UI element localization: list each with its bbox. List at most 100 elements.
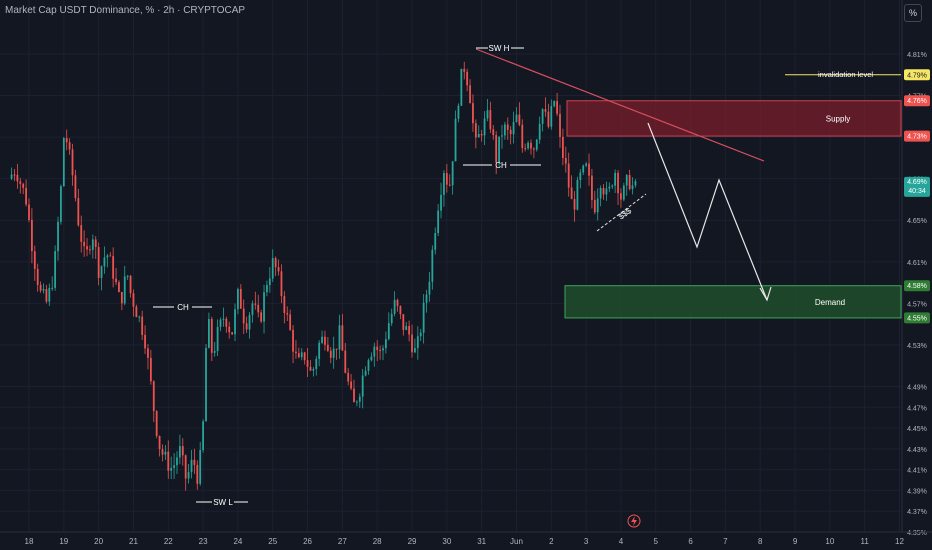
candle (329, 346, 332, 364)
demand-top-price-label: 4.58% (907, 283, 927, 290)
candle (193, 448, 196, 474)
candle (152, 380, 155, 423)
x-tick-label: 5 (654, 537, 659, 546)
candle (338, 314, 341, 359)
candle (431, 245, 434, 290)
candle (315, 355, 318, 376)
candle (605, 181, 608, 201)
candle (390, 308, 393, 326)
candle (570, 175, 573, 200)
candle (13, 169, 16, 182)
descending-trendline[interactable] (475, 48, 765, 162)
supply-label: Supply (826, 114, 850, 123)
candle (350, 374, 352, 391)
candle (89, 245, 91, 255)
demand-label: Demand (815, 298, 845, 307)
candle (506, 117, 509, 141)
time-scale[interactable]: 18 19 20 21 22 23 24 25 26 27 28 29 30 31 Jun 2 3 4 5 6 7 8 9 1… (0, 531, 932, 546)
candle (123, 265, 126, 306)
x-tick-label: 26 (303, 537, 312, 546)
invalidation-label: invalidation level (818, 70, 873, 79)
candle (399, 305, 402, 320)
candle (57, 216, 59, 261)
candle (611, 184, 614, 189)
liquidity-line[interactable] (596, 193, 647, 232)
candle (509, 126, 512, 145)
candle (463, 61, 466, 80)
candle (33, 245, 36, 281)
candle (617, 169, 619, 205)
candle (355, 400, 358, 407)
candle (100, 265, 103, 291)
projection-path[interactable] (647, 122, 768, 301)
candle (332, 336, 335, 369)
percent-scale-button[interactable]: % (904, 4, 922, 22)
candle (582, 164, 585, 176)
candle (524, 143, 527, 152)
candle (382, 345, 384, 361)
candle (51, 276, 54, 291)
candle (396, 298, 399, 312)
swing-low-marker: SW L (196, 498, 248, 507)
candle (245, 316, 248, 333)
candle (118, 280, 120, 293)
candle (445, 163, 448, 193)
candle (521, 119, 524, 153)
candle (190, 450, 193, 479)
candle (210, 316, 213, 361)
candle (10, 167, 13, 181)
candle (347, 368, 350, 386)
ch-right-marker: CH (463, 161, 541, 170)
y-tick-label: 4.61% (907, 260, 927, 267)
candles (10, 61, 637, 491)
candle (358, 393, 361, 408)
candle (428, 271, 431, 302)
candle (532, 147, 535, 159)
candle (591, 169, 593, 209)
candle (538, 116, 541, 144)
candle (297, 347, 300, 359)
candle (512, 111, 515, 144)
candle (588, 153, 590, 186)
candle (254, 291, 257, 310)
candle (515, 107, 518, 123)
y-tick-label: 4.53% (907, 343, 927, 350)
candle (373, 342, 376, 367)
candle (115, 267, 117, 286)
supply-zone[interactable]: Supply (566, 100, 902, 137)
candle (164, 445, 167, 460)
x-tick-label: 29 (408, 537, 417, 546)
candle (62, 136, 65, 187)
candle (260, 309, 263, 324)
candle (303, 351, 306, 365)
x-tick-label: 3 (584, 537, 589, 546)
candle (367, 358, 370, 375)
swing-high-marker: SW H (476, 44, 524, 53)
y-tick-label: 4.47% (907, 405, 927, 412)
candle (65, 129, 68, 151)
candle (16, 163, 19, 189)
candle (213, 341, 216, 357)
candle (274, 256, 277, 276)
candle (306, 347, 309, 378)
candle (300, 348, 303, 361)
demand-zone[interactable]: Demand (564, 285, 902, 319)
ch-left-label: CH (177, 303, 189, 312)
candle (576, 176, 579, 211)
candle (173, 453, 175, 479)
candle (573, 191, 576, 222)
candle (440, 182, 442, 219)
candle (45, 284, 48, 304)
candle (480, 129, 483, 142)
lightning-icon[interactable] (627, 514, 641, 528)
candle (251, 300, 254, 323)
candle (181, 438, 184, 466)
y-tick-label: 4.35% (907, 530, 927, 537)
x-tick-label: Jun (510, 537, 523, 546)
candle (71, 143, 74, 186)
candle (144, 325, 146, 354)
x-tick-label: 8 (758, 537, 763, 546)
candle (585, 161, 588, 168)
